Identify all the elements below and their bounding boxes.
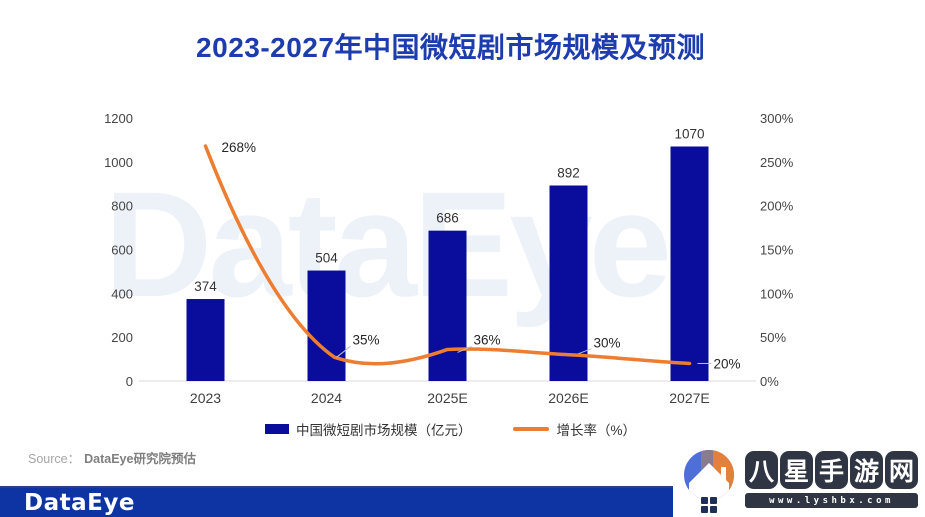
left-axis-tick: 1200: [104, 111, 133, 126]
bar-value-label: 892: [557, 166, 580, 181]
line-series-swatch: [513, 427, 550, 431]
bar-value-label: 686: [436, 211, 459, 226]
house-logo-icon: [684, 450, 734, 513]
bar-value-label: 504: [315, 251, 338, 266]
x-axis-label: 2023: [190, 390, 221, 406]
right-axis-tick: 250%: [760, 155, 794, 170]
x-axis-label: 2027E: [669, 390, 709, 406]
site-name-char: 手: [815, 451, 848, 489]
legend-item-bar[interactable]: 中国微短剧市场规模（亿元）: [264, 419, 472, 439]
growth-value-label: 30%: [594, 336, 621, 351]
right-axis-tick: 150%: [760, 243, 794, 258]
right-axis-tick: 300%: [760, 111, 794, 126]
footer-brand-bar: DataEye: [0, 486, 676, 517]
bar-2027E[interactable]: [670, 146, 709, 381]
bar-value-label: 1070: [674, 126, 704, 141]
source-prefix: Source：: [28, 452, 81, 466]
right-axis-tick: 50%: [760, 330, 786, 345]
growth-value-label: 20%: [714, 356, 741, 371]
bar-2024[interactable]: [307, 270, 346, 381]
bar-value-label: 374: [194, 279, 217, 294]
left-axis-tick: 200: [111, 330, 133, 345]
label-leader-line: [578, 348, 592, 355]
site-name: 八 星 手 游 网: [745, 451, 918, 489]
site-name-char: 游: [850, 451, 883, 489]
right-axis-tick: 0%: [760, 374, 779, 389]
bar-2025E[interactable]: [428, 230, 467, 381]
chart-legend: 中国微短剧市场规模（亿元） 增长率（%）: [0, 419, 913, 439]
site-watermark: 八 星 手 游 网 www.lyshbx.com: [673, 443, 925, 517]
growth-value-label: 36%: [474, 332, 501, 347]
label-leader-line: [457, 345, 472, 353]
left-axis-tick: 0: [126, 374, 133, 389]
market-size-combo-chart: 0 200 400 600 800 1000 1200 0% 50% 100% 150% 200% 25…: [104, 111, 794, 406]
page-title: 2023-2027年中国微短剧市场规模及预测: [196, 32, 705, 63]
bar-series-label: 中国微短剧市场规模（亿元）: [295, 423, 472, 438]
x-axis-label: 2026E: [548, 390, 588, 406]
site-name-char: 八: [745, 451, 778, 489]
growth-value-label: 35%: [353, 332, 380, 347]
dataeye-logo: DataEye: [24, 489, 135, 516]
line-series-label: 增长率（%）: [556, 423, 636, 438]
site-name-char: 网: [885, 451, 918, 489]
right-axis-tick: 100%: [760, 286, 794, 301]
source-text: DataEye研究院预估: [84, 452, 196, 466]
site-url[interactable]: www.lyshbx.com: [745, 493, 918, 508]
x-axis-label: 2024: [311, 390, 342, 406]
growth-rate-line[interactable]: [203, 144, 692, 366]
growth-value-label: 268%: [222, 140, 257, 155]
left-axis-tick: 800: [111, 199, 133, 214]
site-watermark-text: 八 星 手 游 网 www.lyshbx.com: [745, 451, 918, 508]
right-axis-tick: 200%: [760, 199, 794, 214]
bar-2026E[interactable]: [549, 185, 588, 381]
legend-item-line[interactable]: 增长率（%）: [513, 419, 636, 439]
x-axis-label: 2025E: [427, 390, 467, 406]
site-name-char: 星: [780, 451, 813, 489]
left-axis-tick: 400: [111, 286, 133, 301]
label-leader-line: [336, 345, 351, 358]
left-axis-tick: 1000: [104, 155, 133, 170]
source-note: Source： DataEye研究院预估: [28, 448, 196, 467]
bar-2023[interactable]: [186, 299, 225, 381]
left-axis-tick: 600: [111, 243, 133, 258]
bar-series-swatch: [264, 424, 289, 434]
